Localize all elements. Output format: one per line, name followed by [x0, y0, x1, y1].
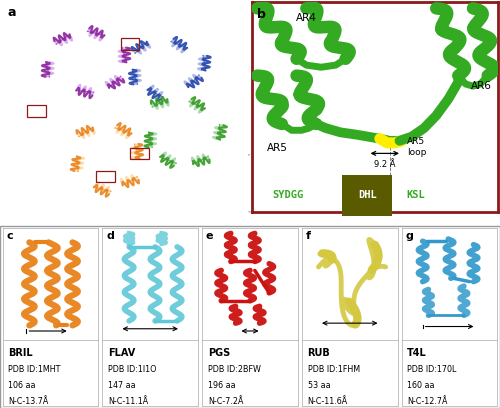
- Text: d: d: [106, 231, 114, 241]
- Text: DHL: DHL: [358, 191, 376, 200]
- Text: AR4: AR4: [296, 13, 317, 22]
- Text: 53 aa: 53 aa: [308, 381, 330, 390]
- Text: AR5: AR5: [266, 143, 287, 153]
- Text: PDB ID:1MHT: PDB ID:1MHT: [8, 365, 60, 374]
- Text: 196 aa: 196 aa: [208, 381, 236, 390]
- Text: RUB: RUB: [308, 348, 330, 358]
- Text: PDB ID:170L: PDB ID:170L: [408, 365, 457, 374]
- Text: 147 aa: 147 aa: [108, 381, 136, 390]
- Text: g: g: [406, 231, 413, 241]
- Text: AR6: AR6: [470, 81, 492, 91]
- Text: PDB ID:1I1O: PDB ID:1I1O: [108, 365, 156, 374]
- Text: e: e: [206, 231, 214, 241]
- Text: BRIL: BRIL: [8, 348, 33, 358]
- Text: PDB ID:2BFW: PDB ID:2BFW: [208, 365, 260, 374]
- Text: b: b: [258, 8, 266, 21]
- Text: N-C-12.7Å: N-C-12.7Å: [408, 397, 448, 406]
- Text: f: f: [306, 231, 310, 241]
- Text: 106 aa: 106 aa: [8, 381, 36, 390]
- Text: SYDGG: SYDGG: [272, 191, 304, 200]
- Text: N-C-7.2Å: N-C-7.2Å: [208, 397, 243, 406]
- Text: 160 aa: 160 aa: [408, 381, 435, 390]
- Text: 9.2 Å: 9.2 Å: [374, 160, 396, 169]
- Text: FLAV: FLAV: [108, 348, 136, 358]
- Text: PGS: PGS: [208, 348, 230, 358]
- Text: AR5
loop: AR5 loop: [407, 137, 426, 157]
- Text: KSL: KSL: [407, 191, 426, 200]
- Text: a: a: [8, 6, 16, 19]
- Text: c: c: [6, 231, 13, 241]
- Text: T4L: T4L: [408, 348, 427, 358]
- Text: N-C-11.6Å: N-C-11.6Å: [308, 397, 348, 406]
- Text: N-C-13.7Å: N-C-13.7Å: [8, 397, 48, 406]
- Text: PDB ID:1FHM: PDB ID:1FHM: [308, 365, 360, 374]
- Text: N-C-11.1Å: N-C-11.1Å: [108, 397, 148, 406]
